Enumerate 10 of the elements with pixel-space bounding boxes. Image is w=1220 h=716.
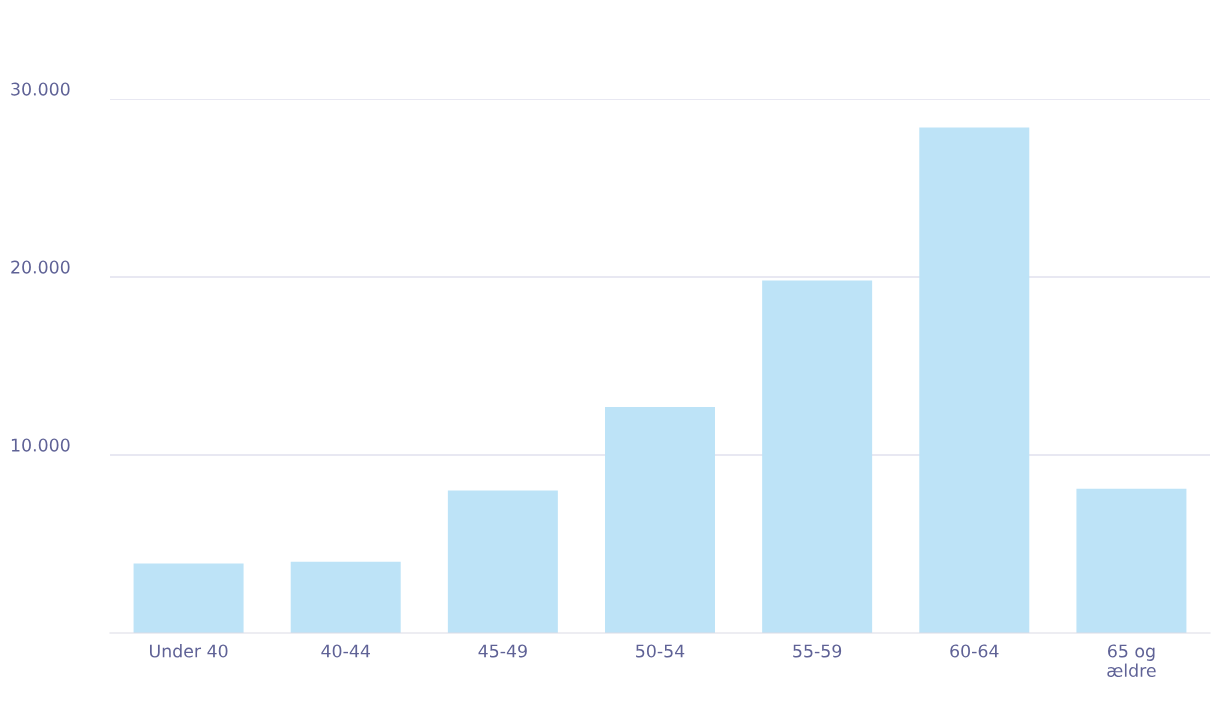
x-tick-label: 40-44 [321,644,370,658]
x-tick-label: 50-54 [636,644,685,658]
x-tick-label: Under 40 [150,644,228,658]
x-tick-label: 60-64 [950,644,999,658]
y-tick-label: 20.000 [11,260,70,274]
x-tick-label: 55-59 [793,644,842,658]
x-tick-label: 45-49 [478,644,527,658]
y-tick-label: 10.000 [11,438,70,452]
x-tick-label: 65 og ældre [1107,644,1156,677]
y-tick-label: 30.000 [11,82,70,96]
